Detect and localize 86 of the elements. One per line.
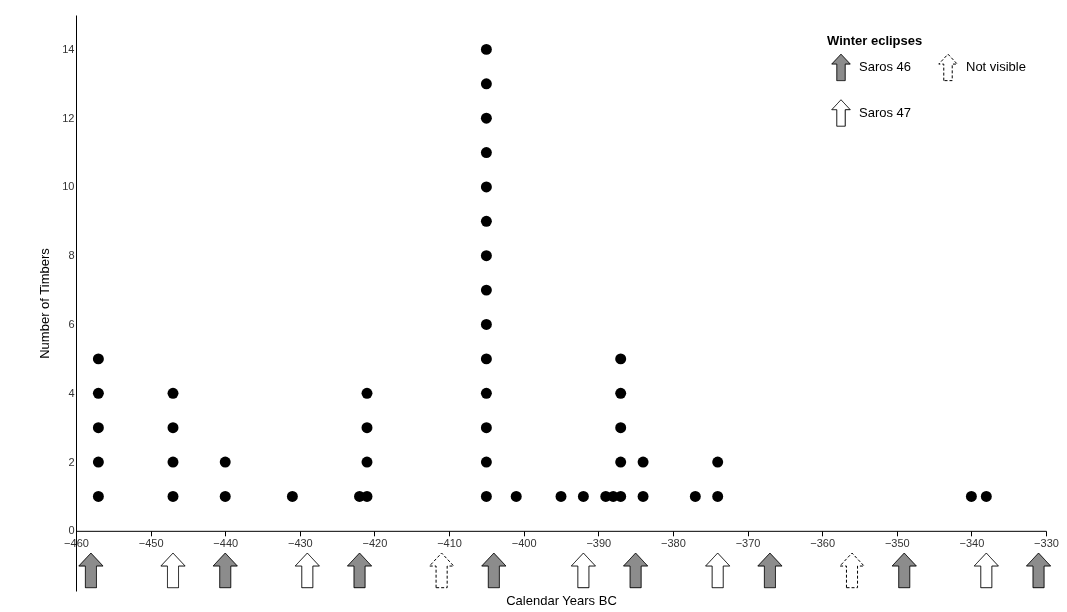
y-tick-label: 0 [68, 524, 75, 537]
y-tick-label: 4 [68, 386, 75, 399]
legend-label: Saros 47 [859, 105, 912, 120]
point [689, 490, 701, 502]
point [361, 387, 373, 399]
point [167, 456, 179, 468]
point [212, 552, 238, 589]
point [294, 552, 320, 589]
point [346, 552, 373, 589]
point [622, 552, 649, 589]
point [480, 147, 492, 159]
point [219, 490, 231, 502]
point [705, 552, 731, 589]
point [481, 552, 507, 589]
point [615, 456, 627, 468]
x-tick-label: −340 [959, 537, 985, 550]
point [757, 552, 783, 589]
point [480, 181, 492, 193]
x-tick-label: −370 [735, 537, 761, 550]
x-tick-label: −350 [884, 537, 910, 550]
point [286, 490, 298, 502]
point [973, 552, 999, 589]
y-tick-label: 2 [68, 455, 75, 468]
point [480, 284, 492, 296]
point [480, 353, 492, 365]
point [480, 490, 492, 502]
point [480, 456, 492, 468]
x-tick-label: −400 [511, 537, 537, 550]
y-tick-label: 12 [62, 111, 75, 124]
point [891, 552, 917, 589]
point [480, 112, 492, 124]
x-tick-label: −430 [287, 537, 313, 550]
point [167, 387, 179, 399]
point [219, 456, 231, 468]
x-tick-label: −360 [810, 537, 836, 550]
point [615, 387, 627, 399]
point [78, 552, 104, 589]
point [570, 552, 597, 589]
point [160, 552, 186, 589]
point [92, 387, 104, 399]
point [480, 422, 492, 434]
point [480, 250, 492, 262]
point [839, 552, 865, 589]
point [480, 319, 492, 330]
point [712, 456, 724, 468]
legend-title: Winter eclipses [827, 33, 923, 48]
x-axis-title: Calendar Years BC [506, 593, 617, 609]
point [1025, 552, 1052, 589]
point [712, 490, 724, 502]
x-tick-label: −440 [213, 537, 239, 550]
y-axis-title: Number of Timbers [37, 247, 53, 359]
point [637, 456, 649, 468]
point [510, 490, 522, 502]
point [615, 353, 627, 365]
point [965, 490, 977, 502]
point [615, 422, 627, 434]
point [480, 215, 492, 227]
y-tick-label: 6 [68, 317, 75, 330]
point [637, 490, 649, 502]
point [577, 490, 589, 502]
point [92, 353, 104, 365]
x-tick-label: −410 [437, 537, 462, 550]
x-tick-label: −380 [661, 537, 686, 550]
point [555, 490, 567, 502]
x-tick-label: −450 [138, 537, 164, 550]
point [167, 490, 179, 502]
point [361, 422, 373, 434]
point [92, 490, 104, 502]
y-tick-label: 10 [62, 180, 75, 193]
point [92, 456, 104, 468]
point [980, 490, 992, 502]
point [480, 78, 492, 90]
point [361, 456, 373, 468]
y-tick-label: 8 [68, 249, 75, 262]
point [615, 490, 627, 502]
y-tick-label: 14 [62, 42, 75, 55]
point [92, 422, 104, 434]
point [428, 552, 455, 589]
point [480, 387, 492, 399]
x-tick-label: −420 [362, 537, 388, 550]
point [167, 422, 179, 434]
x-tick-label: −330 [1034, 537, 1059, 550]
legend-label: Saros 46 [859, 59, 912, 75]
x-tick-label: −390 [586, 537, 612, 550]
point [480, 43, 492, 55]
legend-label: Not visible [966, 59, 1026, 75]
